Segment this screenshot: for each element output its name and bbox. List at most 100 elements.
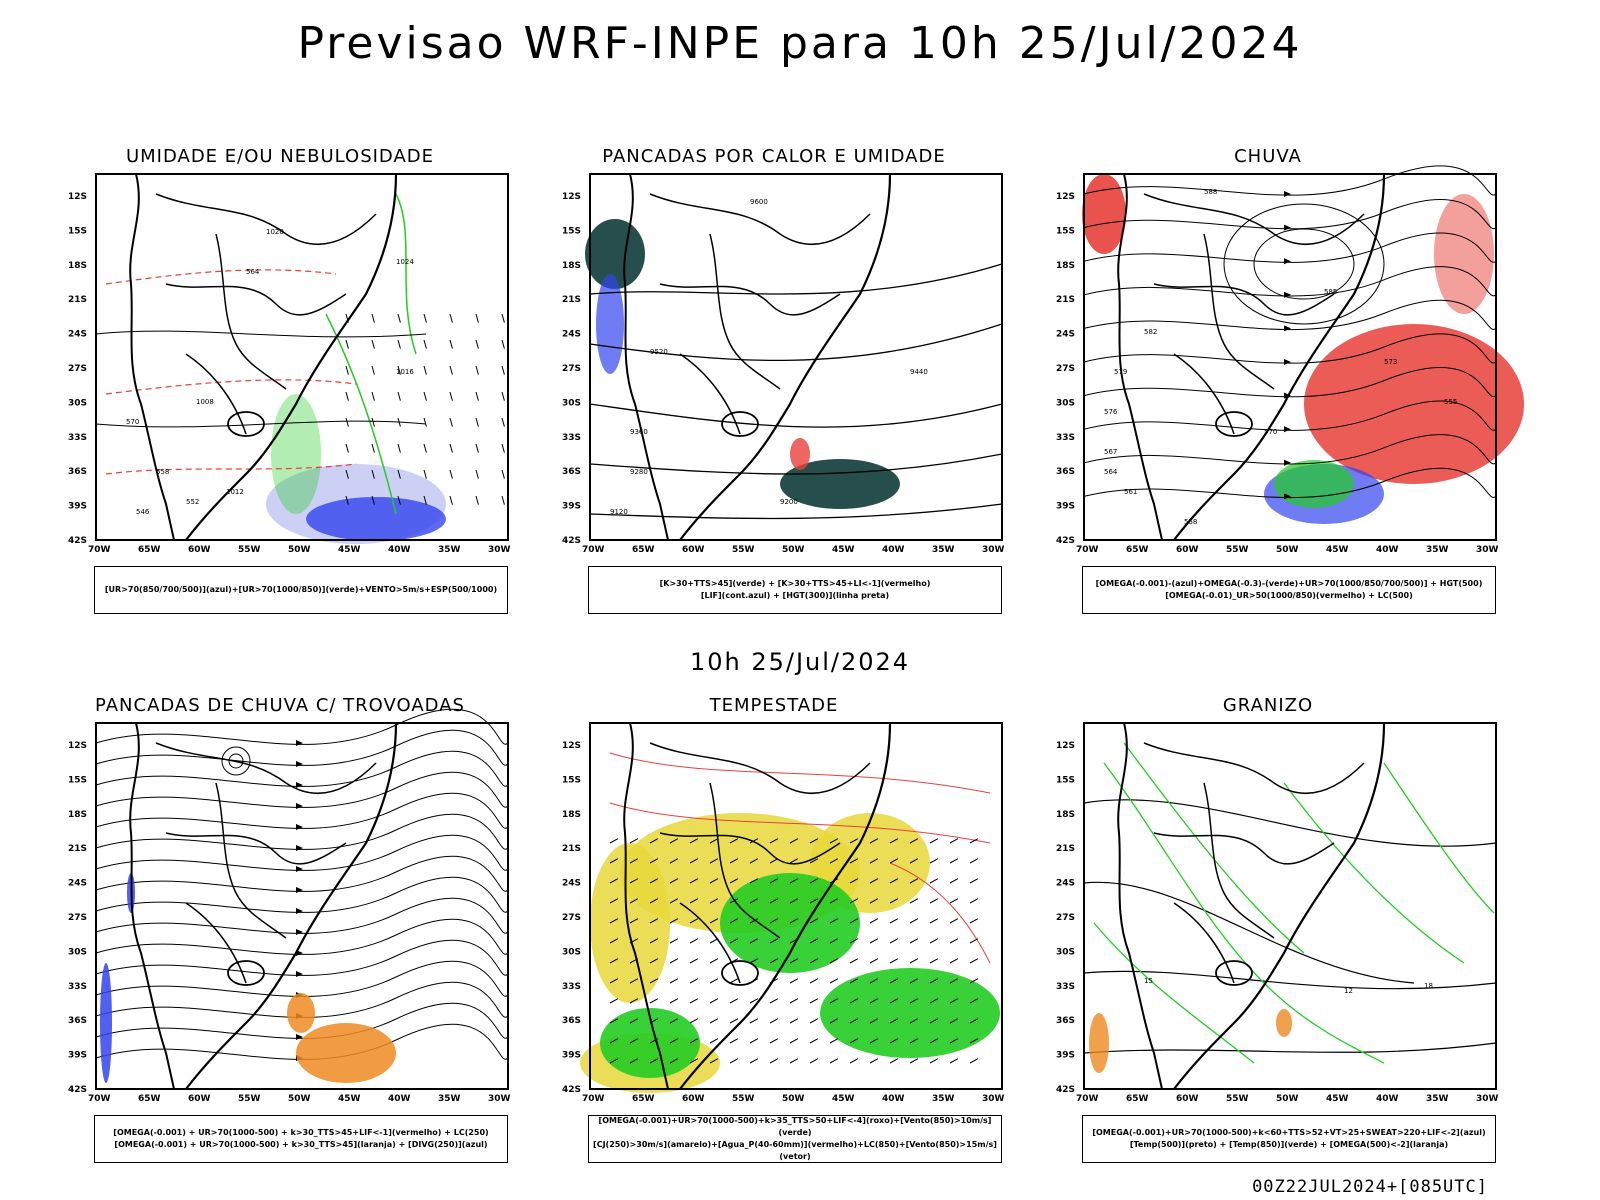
legend-box: [OMEGA(-0.001) + UR>70(1000-500) + k>30_… — [94, 1115, 508, 1163]
wind-vector — [809, 858, 819, 864]
border-line — [659, 832, 841, 865]
lat-tick-label: 24S — [562, 879, 581, 889]
wind-vector — [501, 469, 505, 479]
wind-vector — [649, 878, 659, 884]
wind-vector — [929, 1058, 939, 1064]
wind-vector — [501, 313, 505, 323]
lon-tick-label: 45W — [338, 545, 361, 555]
wind-vector — [423, 391, 427, 401]
wind-vector — [889, 838, 899, 844]
lat-tick-label: 27S — [68, 364, 87, 374]
lon-tick-label: 40W — [882, 1094, 905, 1104]
wind-vector — [729, 1058, 739, 1064]
wind-vector — [709, 918, 719, 924]
panel-chuva: CHUVA 12S 15S 18S 21S 24S 27S 30S 33S 36S 39S 42S 7… — [1048, 146, 1524, 632]
wind-vector — [689, 978, 699, 984]
lat-tick-label: 36S — [1056, 467, 1075, 477]
wind-vector — [397, 443, 401, 453]
wind-vector — [629, 978, 639, 984]
wind-vector — [789, 878, 799, 884]
streamline-arrow — [296, 740, 303, 746]
wind-vector — [949, 998, 959, 1004]
contour-label: 9200 — [780, 498, 798, 506]
panel-title: TEMPESTADE — [709, 695, 839, 716]
border-line — [185, 353, 247, 435]
panel-umidade: UMIDADE E/OU NEBULOSIDADE 12S 15S 18S 21S 24… — [60, 146, 511, 632]
lat-tick-label: 18S — [68, 261, 87, 271]
wind-vector — [789, 958, 799, 964]
wind-vector — [789, 1038, 799, 1044]
wind-vector — [689, 1018, 699, 1024]
lat-tick-label: 30S — [562, 398, 581, 408]
contour-label: 1008 — [196, 398, 214, 406]
wind-vector — [669, 838, 679, 844]
lon-tick-label: 60W — [1176, 1094, 1199, 1104]
wind-vector — [809, 1058, 819, 1064]
wind-vector — [423, 339, 427, 349]
water-contour-red — [609, 752, 991, 794]
wind-vector — [809, 918, 819, 924]
lat-tick-label: 15S — [562, 775, 581, 785]
lat-tick-label: 42S — [562, 1085, 581, 1095]
lat-tick-label: 42S — [1056, 536, 1075, 546]
border-line — [215, 782, 287, 939]
legend-line: [K>30+TTS>45](verde) + [K>30+TTS>45+LI<-… — [659, 579, 931, 588]
lat-tick-label: 18S — [68, 810, 87, 820]
wind-vector — [969, 998, 979, 1004]
isobar — [95, 420, 427, 428]
wind-vector — [749, 1038, 759, 1044]
lat-tick-label: 15S — [1056, 775, 1075, 785]
wind-vector — [371, 495, 375, 505]
streamline-arrow — [296, 761, 303, 767]
lon-tick-label: 40W — [1376, 545, 1399, 555]
wind-vector — [809, 1038, 819, 1044]
wind-vector — [609, 998, 619, 1004]
wind-vector — [501, 365, 505, 375]
contour-label: 9360 — [630, 428, 648, 436]
wind850-area-green — [820, 968, 1000, 1058]
wind-vector — [949, 958, 959, 964]
wind-vector — [789, 898, 799, 904]
plot-frame — [95, 173, 509, 541]
wind-vector — [749, 958, 759, 964]
wind-vector — [423, 417, 427, 427]
wind-vector — [609, 898, 619, 904]
wind-vector — [689, 858, 699, 864]
wind-vector — [709, 858, 719, 864]
plot-frame — [589, 173, 1003, 541]
wind-vector — [889, 898, 899, 904]
wind-vector — [669, 998, 679, 1004]
lat-tick-label: 30S — [1056, 947, 1075, 957]
lat-tick-label: 30S — [562, 947, 581, 957]
wind-vector — [769, 998, 779, 1004]
lat-tick-label: 15S — [68, 226, 87, 236]
wind-vector — [889, 938, 899, 944]
wind-vector — [889, 918, 899, 924]
wind-vector — [345, 339, 349, 349]
streamline — [1083, 266, 1497, 297]
wind-vector — [949, 938, 959, 944]
border-line — [1173, 353, 1235, 435]
wind-vector — [669, 878, 679, 884]
border-line — [1203, 782, 1275, 939]
streamline — [1083, 199, 1497, 230]
lat-tick-label: 42S — [68, 1085, 87, 1095]
lat-tick-label: 36S — [68, 467, 87, 477]
streamline-arrow — [296, 824, 303, 830]
lon-tick-label: 35W — [1426, 1094, 1449, 1104]
lon-tick-label: 60W — [682, 1094, 705, 1104]
streamline — [95, 918, 509, 955]
wind-vector — [629, 878, 639, 884]
border-line — [1143, 193, 1365, 246]
wind-vector — [689, 1058, 699, 1064]
contour-label: 9440 — [910, 368, 928, 376]
legend-line: [LIF](cont.azul) + [HGT(300)](linha pret… — [700, 591, 890, 600]
wind-vector — [889, 1058, 899, 1064]
wind-vector — [949, 918, 959, 924]
